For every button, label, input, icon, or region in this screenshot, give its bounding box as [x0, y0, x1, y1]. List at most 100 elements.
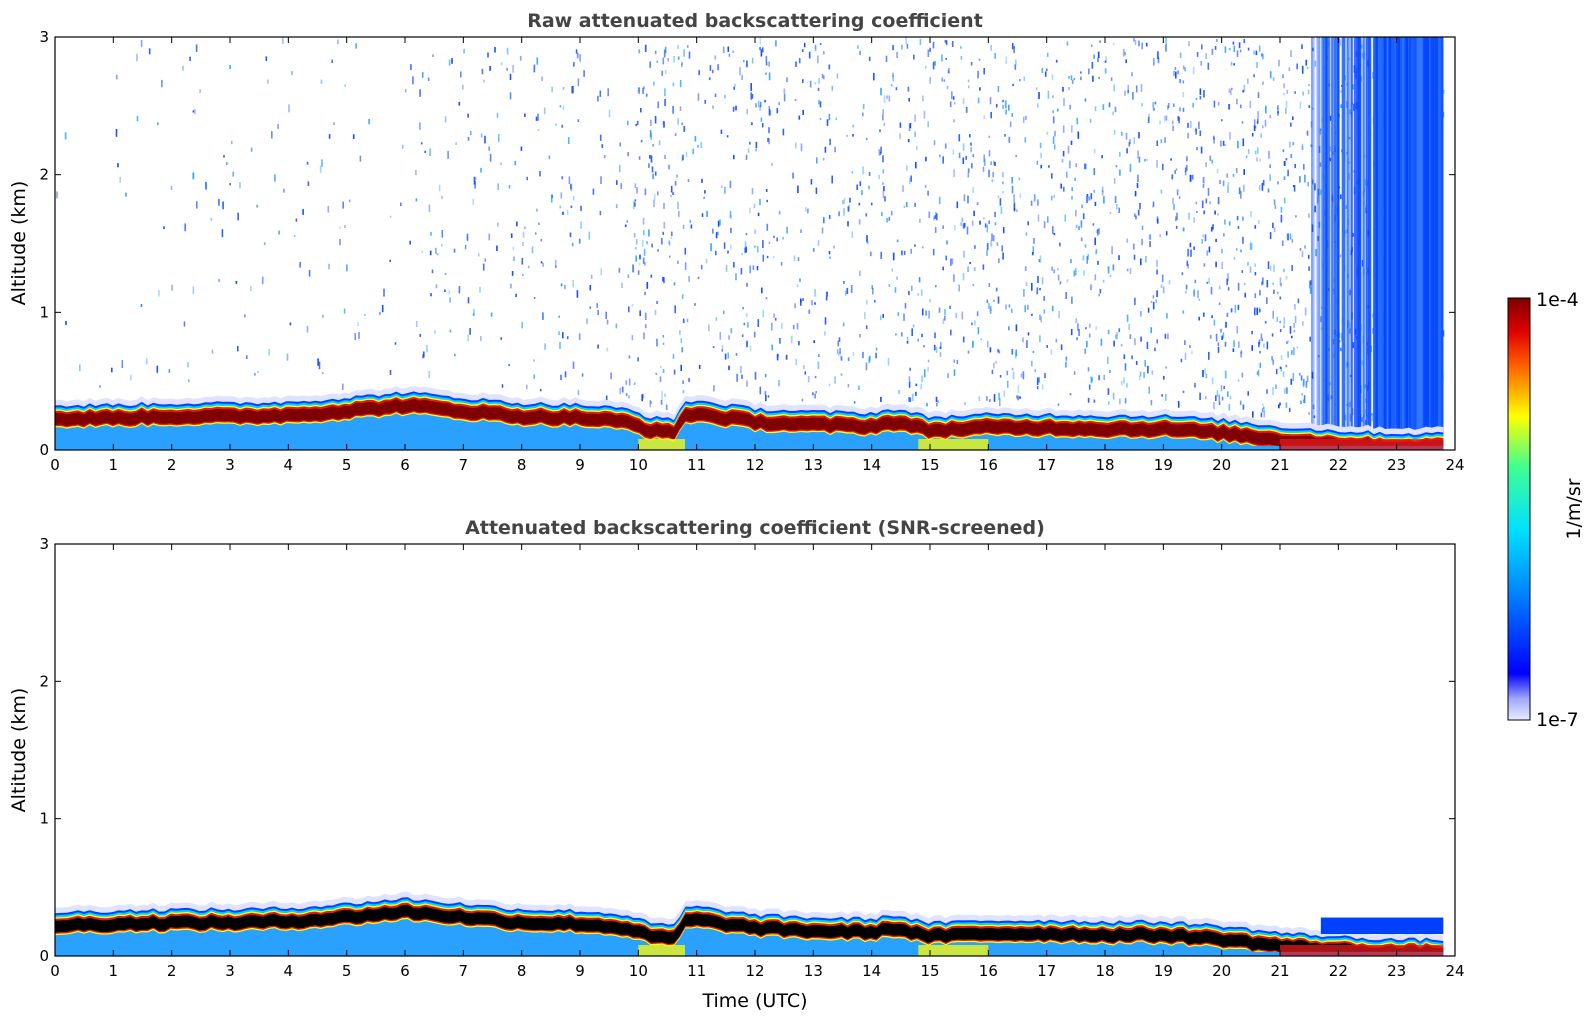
noise-pixel: [1255, 50, 1258, 56]
noise-pixel: [915, 161, 917, 169]
noise-pixel: [812, 248, 815, 252]
noise-pixel: [1187, 248, 1189, 257]
x-tick-label: 16: [979, 962, 998, 980]
noise-pixel: [1263, 406, 1265, 410]
noise-pixel: [749, 345, 752, 352]
noise-streak: [1386, 37, 1388, 434]
y-tick-label: 2: [39, 672, 49, 690]
noise-pixel: [972, 284, 975, 287]
noise-pixel: [892, 252, 895, 261]
noise-pixel: [1309, 336, 1311, 342]
noise-pixel: [847, 206, 850, 212]
noise-pixel: [637, 357, 639, 362]
noise-pixel: [1152, 301, 1155, 310]
noise-pixel: [951, 41, 954, 47]
noise-pixel: [664, 46, 667, 54]
noise-pixel: [1345, 205, 1347, 209]
noise-pixel: [533, 359, 535, 362]
noise-pixel: [1090, 376, 1093, 384]
noise-pixel: [1266, 341, 1269, 350]
noise-pixel: [1055, 338, 1058, 343]
noise-pixel: [1024, 266, 1027, 271]
noise-pixel: [631, 304, 634, 307]
noise-pixel: [116, 74, 118, 80]
noise-pixel: [428, 370, 430, 378]
plot-area-screened: [55, 891, 1444, 956]
noise-pixel: [1195, 128, 1197, 135]
noise-pixel: [803, 365, 805, 369]
noise-pixel: [541, 76, 543, 81]
noise-pixel: [654, 115, 657, 124]
noise-pixel: [719, 332, 722, 340]
x-tick-label: 8: [517, 962, 527, 980]
noise-pixel: [1039, 287, 1041, 291]
noise-pixel: [642, 257, 645, 264]
noise-pixel: [1165, 37, 1167, 46]
noise-pixel: [239, 182, 241, 189]
noise-pixel: [988, 302, 990, 310]
noise-pixel: [1262, 179, 1265, 186]
noise-pixel: [999, 398, 1001, 407]
noise-pixel: [1272, 359, 1274, 365]
noise-pixel: [1237, 282, 1240, 291]
noise-pixel: [953, 369, 956, 376]
noise-pixel: [764, 391, 767, 396]
surface-patch: [918, 438, 989, 450]
noise-pixel: [743, 322, 746, 326]
noise-pixel: [1103, 374, 1105, 380]
noise-pixel: [1291, 335, 1293, 339]
noise-streak: [1333, 37, 1335, 434]
noise-streak: [1413, 37, 1416, 434]
noise-pixel: [1176, 189, 1179, 196]
noise-pixel: [836, 73, 839, 79]
noise-pixel: [714, 93, 717, 97]
noise-pixel: [480, 133, 483, 138]
noise-pixel: [1027, 332, 1030, 336]
noise-pixel: [1216, 168, 1219, 174]
noise-pixel: [1101, 155, 1103, 159]
x-tick-label: 0: [50, 962, 60, 980]
noise-pixel: [803, 42, 806, 48]
noise-pixel: [868, 185, 870, 190]
noise-pixel: [1090, 284, 1092, 290]
noise-pixel: [430, 293, 432, 297]
noise-pixel: [1113, 340, 1115, 347]
noise-pixel: [852, 134, 854, 137]
noise-streak: [1313, 37, 1315, 434]
noise-pixel: [1221, 248, 1223, 254]
noise-pixel: [575, 49, 578, 54]
noise-pixel: [753, 331, 756, 338]
noise-pixel: [222, 201, 224, 210]
noise-pixel: [1156, 339, 1158, 344]
noise-pixel: [1247, 149, 1250, 154]
noise-pixel: [664, 88, 666, 97]
noise-pixel: [542, 262, 544, 267]
noise-pixel: [865, 213, 868, 217]
noise-pixel: [1222, 140, 1225, 146]
noise-pixel: [974, 245, 976, 249]
noise-pixel: [1289, 326, 1292, 334]
noise-pixel: [599, 210, 602, 216]
y-tick-label: 1: [39, 303, 49, 321]
noise-pixel: [1213, 137, 1215, 144]
noise-pixel: [431, 269, 434, 274]
noise-pixel: [766, 255, 769, 259]
noise-pixel: [650, 401, 652, 405]
noise-pixel: [1006, 380, 1009, 388]
noise-pixel: [444, 273, 447, 276]
noise-pixel: [752, 265, 755, 271]
noise-pixel: [674, 133, 677, 136]
noise-pixel: [1279, 329, 1282, 333]
noise-pixel: [944, 316, 946, 321]
noise-pixel: [1304, 245, 1306, 249]
noise-pixel: [453, 248, 456, 253]
noise-pixel: [1002, 252, 1004, 260]
noise-pixel: [701, 178, 703, 183]
noise-pixel: [1189, 242, 1192, 248]
noise-pixel: [1240, 104, 1242, 109]
noise-pixel: [1066, 41, 1069, 46]
noise-pixel: [982, 264, 985, 270]
noise-pixel: [157, 122, 159, 126]
noise-pixel: [1261, 182, 1264, 191]
noise-pixel: [687, 179, 690, 182]
